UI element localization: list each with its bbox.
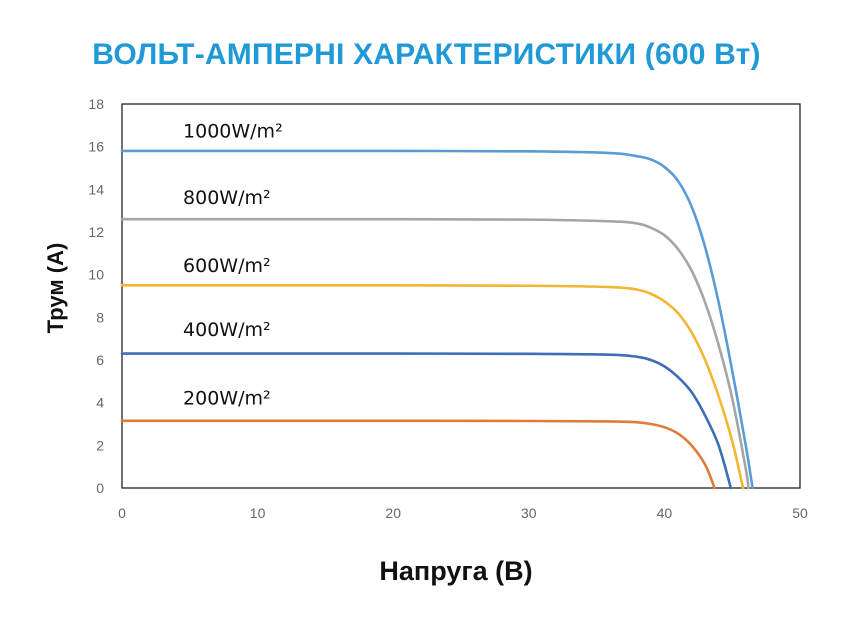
series-label-4: 400W/m² (183, 319, 271, 341)
x-axis-label: Напруга (В) (379, 556, 533, 586)
series-label-2: 800W/m² (183, 187, 271, 209)
y-tick-label: 6 (96, 352, 104, 368)
y-tick-label: 2 (96, 437, 104, 453)
series-line-4 (120, 352, 733, 490)
series-line-1 (120, 149, 754, 490)
chart-title: ВОЛЬТ-АМПЕРНІ ХАРАКТЕРИСТИКИ (600 Вт) (92, 38, 761, 71)
x-tick-label: 30 (521, 505, 537, 521)
y-tick-label: 14 (88, 181, 104, 197)
y-tick-label: 12 (88, 224, 104, 240)
x-tick-label: 40 (657, 505, 673, 521)
x-tick-label: 0 (118, 505, 126, 521)
series-line-2 (120, 217, 750, 490)
plot-frame (121, 103, 801, 489)
x-tick-label: 10 (250, 505, 266, 521)
series-label-5: 200W/m² (183, 387, 271, 409)
y-tick-label: 16 (88, 139, 104, 155)
series-label-3: 600W/m² (183, 255, 271, 277)
y-tick-label: 10 (88, 267, 104, 283)
x-tick-label: 50 (792, 505, 808, 521)
x-tick-label: 20 (385, 505, 401, 521)
series-line-3 (120, 283, 745, 490)
y-tick-label: 4 (96, 395, 104, 411)
series-line-5 (120, 419, 716, 490)
y-tick-label: 18 (88, 96, 104, 112)
y-tick-label: 0 (96, 480, 104, 496)
series-label-1: 1000W/m² (183, 121, 283, 143)
y-tick-label: 8 (96, 309, 104, 325)
